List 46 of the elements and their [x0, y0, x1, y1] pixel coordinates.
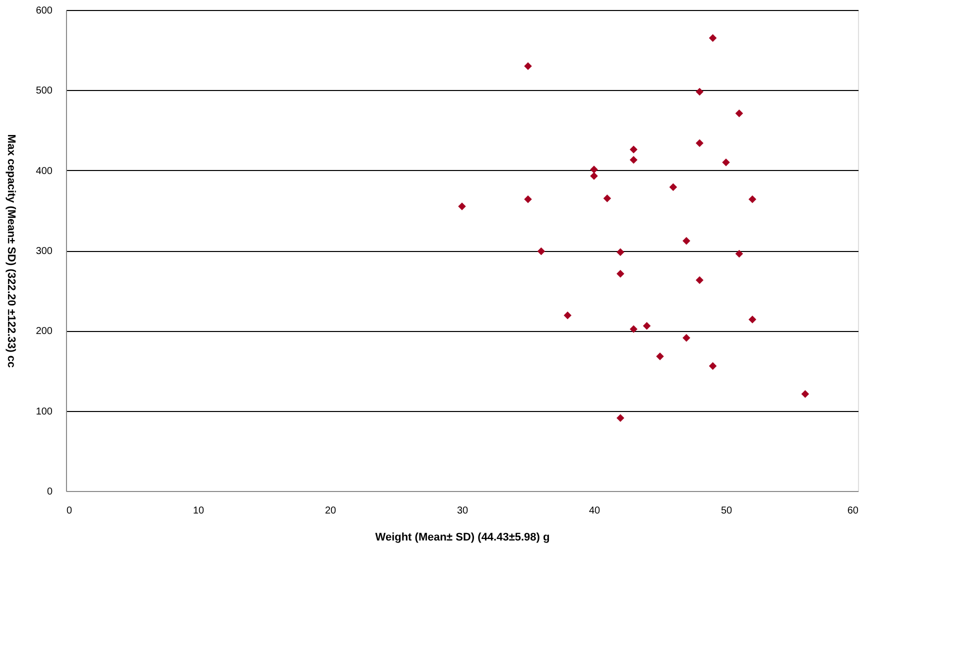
point — [708, 362, 717, 370]
point — [656, 352, 664, 360]
y-axis-title: Max cepacity (Mean± SD) (322.20 ±122.33) cc — [4, 134, 17, 368]
x-tick-label: 20 — [324, 506, 336, 516]
point — [537, 247, 546, 256]
x-tick-label: 10 — [192, 506, 204, 516]
point — [748, 316, 756, 324]
point — [696, 88, 704, 96]
point — [603, 194, 612, 202]
point — [630, 156, 638, 164]
point — [696, 276, 704, 284]
point — [708, 34, 717, 42]
point — [735, 250, 744, 258]
point — [696, 139, 704, 147]
point — [630, 325, 638, 333]
x-axis-title: Weight (Mean± SD) (44.43±5.98) g — [375, 532, 550, 544]
point — [722, 158, 730, 166]
point — [564, 312, 572, 320]
y-tick-label: 500 — [36, 86, 53, 97]
point — [735, 110, 744, 118]
point — [682, 237, 690, 245]
y-tick-label: 100 — [36, 406, 53, 418]
y-tick-label: 200 — [36, 326, 53, 338]
point — [524, 195, 532, 204]
point — [748, 195, 756, 204]
x-tick-label: 0 — [66, 506, 72, 516]
x-tick-label: 30 — [456, 506, 468, 516]
point — [524, 62, 532, 70]
point — [616, 414, 624, 422]
point — [590, 166, 598, 174]
point — [630, 146, 638, 154]
x-tick-label: 50 — [720, 506, 732, 516]
point — [642, 322, 651, 330]
point — [682, 334, 690, 342]
point — [590, 172, 598, 180]
point — [616, 270, 624, 278]
point — [458, 202, 466, 210]
y-tick-label: 600 — [36, 6, 53, 16]
point — [669, 183, 678, 192]
y-tick-label: 0 — [46, 486, 53, 498]
x-tick-label: 40 — [588, 506, 600, 516]
point — [616, 248, 624, 256]
x-tick-label: 60 — [847, 506, 859, 516]
y-tick-label: 400 — [36, 166, 53, 177]
y-tick-label: 300 — [36, 246, 53, 257]
point — [801, 390, 810, 398]
